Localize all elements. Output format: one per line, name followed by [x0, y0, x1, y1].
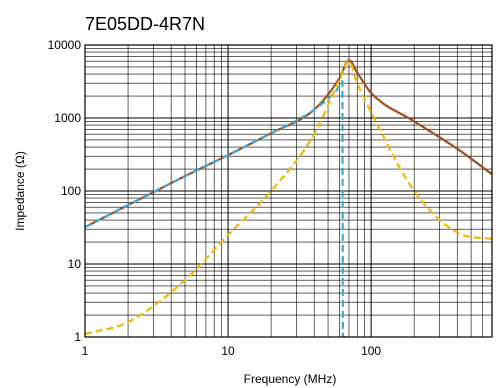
y-tick-label: 10 — [68, 257, 82, 271]
plot-frame — [84, 44, 493, 338]
x-tick-label: 1 — [82, 344, 89, 358]
y-tick-label: 1 — [74, 330, 81, 344]
series-line-2 — [85, 80, 346, 337]
x-axis-label: Frequency (MHz) — [244, 372, 337, 386]
x-tick-label: 100 — [361, 344, 381, 358]
grid-lines — [84, 45, 493, 338]
x-tick-label: 10 — [221, 344, 235, 358]
y-tick-label: 1000 — [54, 111, 81, 125]
y-axis-label: Impedance (Ω) — [13, 151, 27, 231]
series-line-3 — [85, 60, 492, 336]
y-tick-label: 10000 — [48, 38, 82, 52]
series-layer — [85, 59, 492, 337]
y-tick-label: 100 — [61, 184, 81, 198]
tick-labels: 1 10 100 1 10 100 1000 10000 — [48, 38, 382, 358]
chart-title: 7E05DD-4R7N — [85, 14, 205, 34]
